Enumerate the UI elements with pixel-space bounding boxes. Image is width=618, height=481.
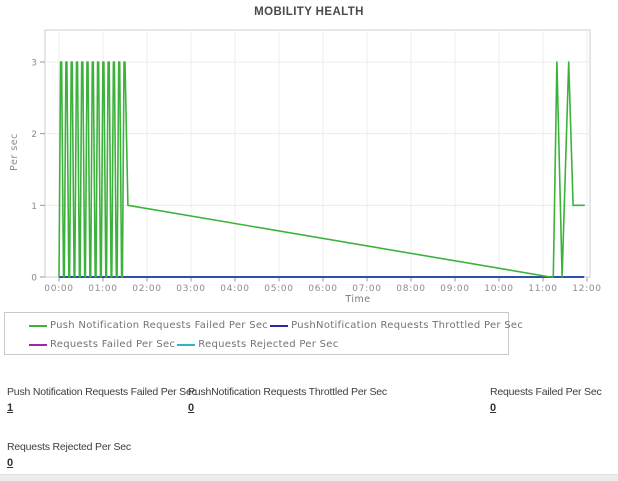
stat-push-notification-requests-throttled: PushNotification Requests Throttled Per … — [188, 386, 387, 416]
chart-legend: Push Notification Requests Failed Per Se… — [4, 312, 523, 355]
magenta-line-swatch-icon — [29, 343, 47, 346]
y-tick-label: 0 — [31, 274, 37, 284]
x-tick-label: 12:00 — [572, 284, 601, 294]
legend-label: Requests Failed Per Sec — [50, 339, 176, 350]
cyan-line-swatch-icon — [177, 343, 196, 346]
x-tick-label: 04:00 — [220, 284, 249, 294]
stat-label: PushNotification Requests Throttled Per … — [188, 386, 387, 398]
stat-label: Push Notification Requests Failed Per Se… — [7, 386, 197, 398]
stat-value-link[interactable]: 0 — [188, 402, 195, 414]
x-tick-label: 08:00 — [396, 284, 425, 294]
x-tick-label: 07:00 — [352, 284, 381, 294]
legend-label: Push Notification Requests Failed Per Se… — [50, 320, 269, 331]
x-axis-title: Time — [344, 294, 370, 305]
x-tick-label: 05:00 — [264, 284, 293, 294]
x-tick-label: 09:00 — [440, 284, 469, 294]
x-tick-label: 03:00 — [176, 284, 205, 294]
y-axis-title: Per sec — [9, 133, 20, 171]
legend-label: PushNotification Requests Throttled Per … — [291, 320, 524, 331]
legend-row: Requests Failed Per Sec Requests Rejecte… — [29, 335, 508, 354]
stat-value-link[interactable]: 1 — [7, 402, 14, 414]
stat-requests-failed: Requests Failed Per Sec 0 — [490, 386, 602, 416]
stat-value-link[interactable]: 0 — [490, 402, 497, 414]
navy-line-swatch-icon — [270, 324, 289, 327]
x-tick-label: 11:00 — [528, 284, 557, 294]
stat-value-link[interactable]: 0 — [7, 457, 14, 469]
chart-title: MOBILITY HEALTH — [254, 6, 364, 18]
green-line-swatch-icon — [29, 324, 47, 327]
x-tick-label: 01:00 — [88, 284, 117, 294]
stat-requests-rejected: Requests Rejected Per Sec 0 — [7, 441, 131, 471]
x-tick-label: 06:00 — [308, 284, 337, 294]
legend-item-requests-rejected[interactable]: Requests Rejected Per Sec — [177, 339, 338, 350]
footer-divider-bar — [0, 474, 618, 481]
stat-label: Requests Failed Per Sec — [490, 386, 602, 398]
legend-label: Requests Rejected Per Sec — [198, 339, 339, 350]
legend-item-requests-failed[interactable]: Requests Failed Per Sec — [29, 339, 175, 350]
y-tick-label: 3 — [31, 59, 37, 69]
y-tick-label: 2 — [31, 130, 37, 140]
stat-label: Requests Rejected Per Sec — [7, 441, 131, 453]
x-tick-label: 00:00 — [44, 284, 73, 294]
x-tick-label: 10:00 — [484, 284, 513, 294]
legend-row: Push Notification Requests Failed Per Se… — [29, 316, 523, 335]
x-tick-label: 02:00 — [132, 284, 161, 294]
y-tick-label: 1 — [31, 202, 37, 212]
stat-push-notification-requests-failed: Push Notification Requests Failed Per Se… — [7, 386, 197, 416]
health-line-chart[interactable]: 00:00 01:00 02:00 03:00 04:00 05:00 06:00 07:00… — [0, 0, 618, 308]
legend-item-push-failed[interactable]: Push Notification Requests Failed Per Se… — [29, 320, 268, 331]
legend-item-push-throttled[interactable]: PushNotification Requests Throttled Per … — [270, 320, 523, 331]
series-line-0 — [58, 61, 585, 278]
